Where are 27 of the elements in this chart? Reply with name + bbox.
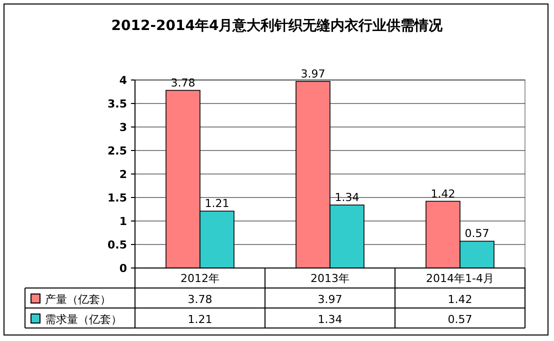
text: 1.42 — [448, 293, 472, 306]
data-label: 3.78 — [170, 76, 196, 90]
data-label: 1.21 — [204, 197, 230, 210]
text: 3.97 — [318, 293, 342, 306]
y-tick-label: 1.5 — [108, 192, 127, 204]
text: 1.34 — [318, 313, 342, 326]
y-tick-label: 2 — [119, 168, 127, 181]
x-tick-label: 2012年 — [180, 272, 220, 285]
y-tick-label: 0.5 — [108, 238, 127, 252]
y-tick-label: 0 — [119, 262, 128, 275]
x-tick-label: 2013年 — [310, 272, 350, 285]
y-tick-label: 2.5 — [108, 144, 127, 158]
data-label: 1.42 — [430, 187, 456, 200]
text: 1.21 — [188, 313, 212, 326]
legend-label: 需求量（亿套） — [45, 313, 122, 326]
data-label: 3.97 — [300, 67, 326, 80]
y-tick-label: 3.5 — [108, 98, 127, 110]
text: 0.57 — [448, 313, 472, 326]
legend-label: 产量（亿套） — [45, 293, 111, 306]
x-tick-label: 2014年1-4月 — [426, 272, 494, 285]
data-label: 0.57 — [464, 227, 490, 240]
data-label: 1.34 — [334, 191, 360, 204]
y-tick-label: 3 — [119, 121, 127, 134]
y-tick-label: 1 — [119, 215, 127, 228]
chart-title: 2012-2014年4月意大利针织无缝内衣行业供需情况 — [111, 17, 444, 34]
text: 3.78 — [188, 293, 212, 306]
y-tick-label: 4 — [119, 74, 128, 87]
